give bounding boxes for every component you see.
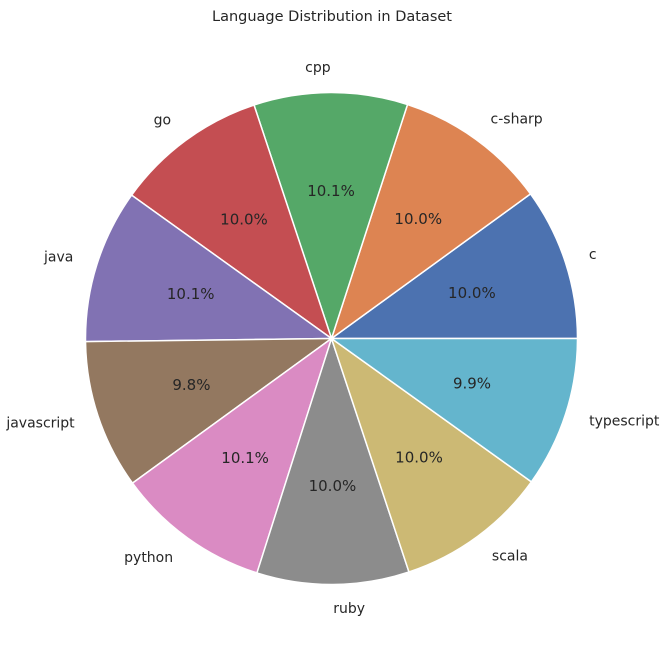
pie-slice-ruby: [256, 337, 410, 586]
category-label-java: java: [43, 249, 73, 265]
pie-slice-c-sharp: [330, 103, 532, 340]
pie-slice-javascript: [84, 337, 333, 484]
pie-slice-scala: [330, 337, 533, 573]
category-label-c-sharp: c-sharp: [491, 112, 543, 128]
percent-labels: 10.0% 10.0% 10.1% 10.0% 10.1% 9.8% 10.1% 10.0% 1…: [167, 182, 496, 495]
pie-slice-cpp: [253, 91, 409, 340]
percent-label-typescript: 9.9%: [453, 375, 491, 393]
category-labels: c c-sharp cpp go java javascript python ruby sca…: [5, 60, 660, 617]
chart-title: Language Distribution in Dataset: [212, 9, 452, 25]
category-label-c: c: [589, 247, 597, 263]
percent-label-c-sharp: 10.0%: [394, 210, 442, 228]
category-label-go: go: [154, 113, 171, 129]
category-label-python: python: [124, 550, 173, 566]
pie-slice-go: [130, 104, 333, 340]
category-label-cpp: cpp: [305, 60, 331, 76]
percent-label-python: 10.1%: [221, 449, 269, 467]
pie-slice-c: [330, 193, 579, 340]
percent-label-cpp: 10.1%: [307, 182, 355, 200]
pie-slice-java: [84, 194, 333, 343]
pie-slice-python: [131, 337, 333, 574]
percent-label-javascript: 9.8%: [172, 376, 210, 394]
category-label-typescript: typescript: [589, 413, 660, 429]
category-label-ruby: ruby: [333, 601, 365, 617]
category-label-scala: scala: [492, 548, 528, 564]
percent-label-java: 10.1%: [167, 285, 215, 303]
pie-slice-typescript: [330, 337, 579, 483]
percent-label-ruby: 10.0%: [309, 477, 357, 495]
pie-slices: [84, 91, 579, 586]
percent-label-go: 10.0%: [220, 211, 268, 229]
percent-label-c: 10.0%: [448, 284, 496, 302]
category-label-javascript: javascript: [5, 416, 75, 432]
percent-label-scala: 10.0%: [395, 448, 443, 466]
